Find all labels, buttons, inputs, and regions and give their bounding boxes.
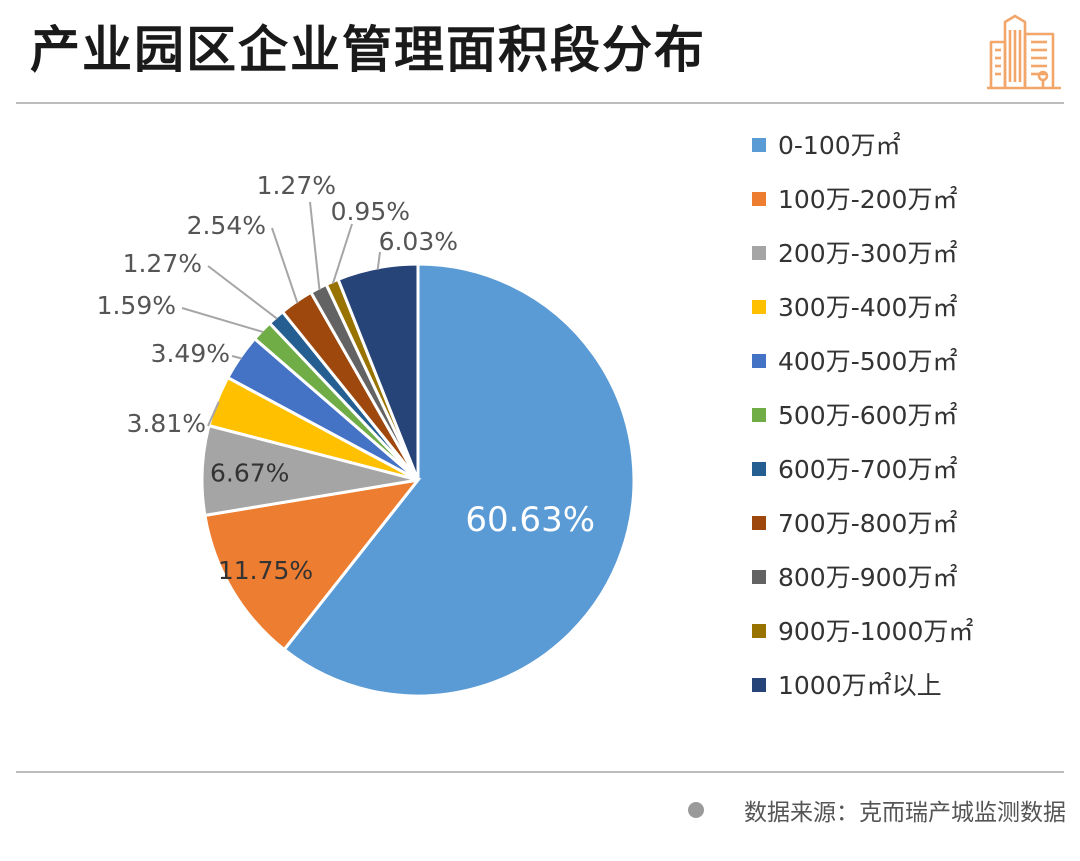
chart-area: 60.63% 11.75% 6.67% 3.81% 3.49% 1.59% 1.27% 2.5… bbox=[0, 104, 1080, 769]
legend-label-10: 900万-1000万㎡ bbox=[778, 617, 973, 646]
legend-swatch-10 bbox=[752, 624, 766, 638]
legend-swatch-6 bbox=[752, 408, 766, 422]
data-label-slice-5: 3.49% bbox=[151, 339, 230, 368]
data-label-slice-9: 1.27% bbox=[257, 171, 336, 200]
legend-label-9: 800万-900万㎡ bbox=[778, 563, 957, 592]
data-label-slice-3: 6.67% bbox=[210, 458, 289, 487]
pie-slice-2 bbox=[203, 477, 422, 652]
data-label-slice-10: 0.95% bbox=[331, 197, 410, 226]
leader-line-slice-7 bbox=[207, 265, 278, 320]
legend-label-11: 1000万㎡以上 bbox=[778, 671, 942, 700]
data-label-slice-1: 60.63% bbox=[465, 500, 595, 540]
legend-swatch-2 bbox=[752, 192, 766, 206]
legend-label-8: 700万-800万㎡ bbox=[778, 509, 957, 538]
data-label-slice-2: 11.75% bbox=[218, 556, 313, 585]
footer: 数据来源：克而瑞产城监测数据 bbox=[688, 790, 1066, 830]
chart-title: 产业园区企业管理面积段分布 bbox=[30, 21, 706, 79]
legend-swatch-8 bbox=[752, 516, 766, 530]
header: 产业园区企业管理面积段分布 bbox=[0, 0, 1080, 104]
legend-swatch-4 bbox=[752, 300, 766, 314]
legend-swatch-9 bbox=[752, 570, 766, 584]
data-label-slice-8: 2.54% bbox=[187, 211, 266, 240]
data-label-slice-7: 1.27% bbox=[123, 249, 202, 278]
legend-label-6: 500万-600万㎡ bbox=[778, 401, 957, 430]
buildings-icon bbox=[987, 14, 1061, 90]
leader-line-slice-6 bbox=[181, 307, 264, 334]
legend-swatch-5 bbox=[752, 354, 766, 368]
legend-label-3: 200万-300万㎡ bbox=[778, 239, 957, 268]
legend-label-2: 100万-200万㎡ bbox=[778, 185, 957, 214]
leader-line-slice-9 bbox=[309, 201, 321, 291]
source-note: 数据来源：克而瑞产城监测数据 bbox=[744, 800, 1066, 826]
header-divider bbox=[16, 102, 1064, 104]
leader-line-slice-4 bbox=[207, 401, 220, 427]
data-label-slice-4: 3.81% bbox=[127, 409, 206, 438]
legend-label-4: 300万-400万㎡ bbox=[778, 293, 957, 322]
data-label-slice-6: 1.59% bbox=[97, 291, 176, 320]
bullet-dot-icon bbox=[688, 802, 704, 818]
legend-swatch-11 bbox=[752, 678, 766, 692]
leader-line-slice-11 bbox=[376, 251, 381, 270]
footer-divider bbox=[16, 771, 1064, 773]
data-label-slice-11: 6.03% bbox=[379, 227, 458, 256]
pie-chart: 60.63% 11.75% 6.67%3.81% 3.49% 1.59% 1.27% 2.5… bbox=[97, 131, 974, 700]
legend-label-5: 400万-500万㎡ bbox=[778, 347, 957, 376]
leader-line-slice-5 bbox=[231, 355, 243, 360]
leader-line-slice-10 bbox=[331, 223, 353, 284]
legend-swatch-3 bbox=[752, 246, 766, 260]
leader-line-slice-8 bbox=[271, 227, 299, 304]
legend-label-1: 0-100万㎡ bbox=[778, 131, 901, 160]
pie-slice-1 bbox=[282, 262, 636, 698]
legend-swatch-7 bbox=[752, 462, 766, 476]
legend-swatch-1 bbox=[752, 138, 766, 152]
legend-label-7: 600万-700万㎡ bbox=[778, 455, 957, 484]
